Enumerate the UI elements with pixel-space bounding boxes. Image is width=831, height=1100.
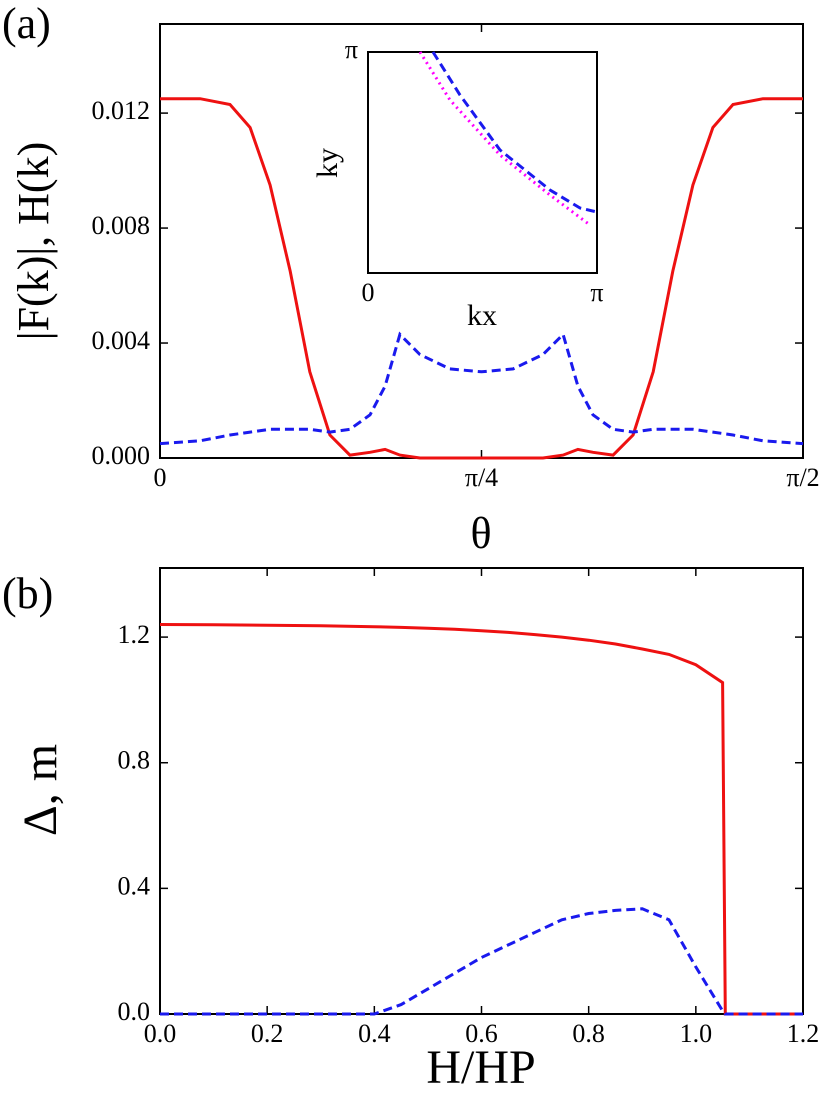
x-tick-label: 0.2 xyxy=(251,1019,284,1048)
data-line xyxy=(159,331,804,446)
y-tick-label: 0.0 xyxy=(118,997,151,1026)
y-tick-label: π xyxy=(345,35,358,64)
x-axis-label: H/HP xyxy=(426,1041,535,1094)
x-tick-label: π/2 xyxy=(786,463,819,492)
data-line xyxy=(159,623,803,1016)
y-tick-label: 1.2 xyxy=(118,620,151,649)
y-tick-label: 0.8 xyxy=(118,746,151,775)
x-tick-label: π xyxy=(590,278,603,307)
panel-label: (b) xyxy=(2,569,53,618)
y-tick-label: 0.4 xyxy=(118,871,151,900)
x-tick-label: 0.6 xyxy=(465,1019,498,1048)
x-tick-label: 0 xyxy=(362,278,375,307)
data-line xyxy=(431,51,598,214)
x-tick-label: 1.0 xyxy=(680,1019,713,1048)
y-tick-label: 0.008 xyxy=(92,211,151,240)
data-line xyxy=(160,97,803,460)
y-tick-label: 0.004 xyxy=(92,326,151,355)
y-axis-label: ky xyxy=(311,148,344,178)
y-axis-label: |F(k)|, H(k) xyxy=(9,142,58,340)
y-tick-label: 0.000 xyxy=(92,441,151,470)
plot-frame xyxy=(367,51,598,274)
plot-frame xyxy=(159,567,804,1015)
x-tick-label: 1.2 xyxy=(787,1019,820,1048)
y-tick-label: 0.012 xyxy=(92,96,151,125)
panel-label: (a) xyxy=(2,0,51,48)
y-axis-label: Δ, m xyxy=(14,744,67,836)
x-tick-label: 0.0 xyxy=(144,1019,177,1048)
x-tick-label: 0.4 xyxy=(358,1019,391,1048)
data-line xyxy=(418,51,591,227)
x-axis-label: θ xyxy=(470,509,491,558)
x-axis-label: kx xyxy=(467,299,497,332)
x-tick-label: 0.8 xyxy=(572,1019,605,1048)
x-tick-label: π/4 xyxy=(465,463,498,492)
data-line xyxy=(160,907,803,1016)
x-tick-label: 0 xyxy=(154,463,167,492)
